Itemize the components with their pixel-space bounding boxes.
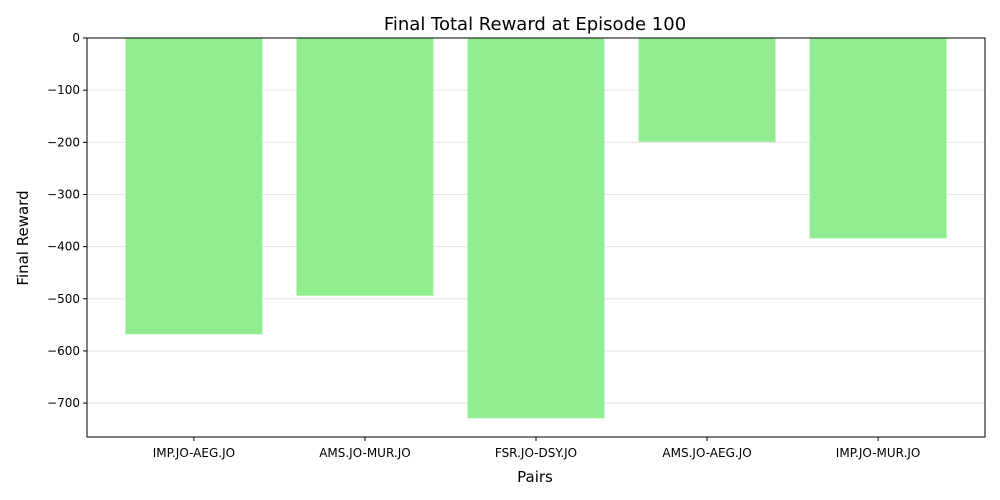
bar-FSR.JO-DSY.JO <box>467 38 605 419</box>
x-axis-ticks: IMP.JO-AEG.JO AMS.JO-MUR.JO FSR.JO-DSY.JO A… <box>153 437 921 460</box>
x-tick-label: FSR.JO-DSY.JO <box>495 446 577 460</box>
x-tick-label: IMP.JO-MUR.JO <box>836 446 921 460</box>
y-tick-label: −100 <box>47 83 80 97</box>
y-tick-label: 0 <box>72 31 80 45</box>
y-tick-label: −300 <box>47 187 80 201</box>
y-axis-title: Final Reward <box>14 190 32 285</box>
bar-AMS.JO-AEG.JO <box>638 38 776 142</box>
y-tick-label: −700 <box>47 396 80 410</box>
y-tick-label: −500 <box>47 292 80 306</box>
x-axis-title: Pairs <box>517 468 553 486</box>
bar-IMP.JO-MUR.JO <box>809 38 947 239</box>
y-tick-label: −600 <box>47 344 80 358</box>
y-tick-label: −400 <box>47 240 80 254</box>
x-tick-label: AMS.JO-MUR.JO <box>319 446 411 460</box>
y-tick-label: −200 <box>47 135 80 149</box>
bar-IMP.JO-AEG.JO <box>125 38 263 335</box>
bar-AMS.JO-MUR.JO <box>296 38 434 296</box>
x-tick-label: IMP.JO-AEG.JO <box>153 446 235 460</box>
y-axis-ticks: 0 −100 −200 −300 −400 −500 −600 −700 <box>47 31 87 410</box>
chart-title: Final Total Reward at Episode 100 <box>384 14 686 35</box>
bars <box>125 38 947 419</box>
x-tick-label: AMS.JO-AEG.JO <box>662 446 751 460</box>
